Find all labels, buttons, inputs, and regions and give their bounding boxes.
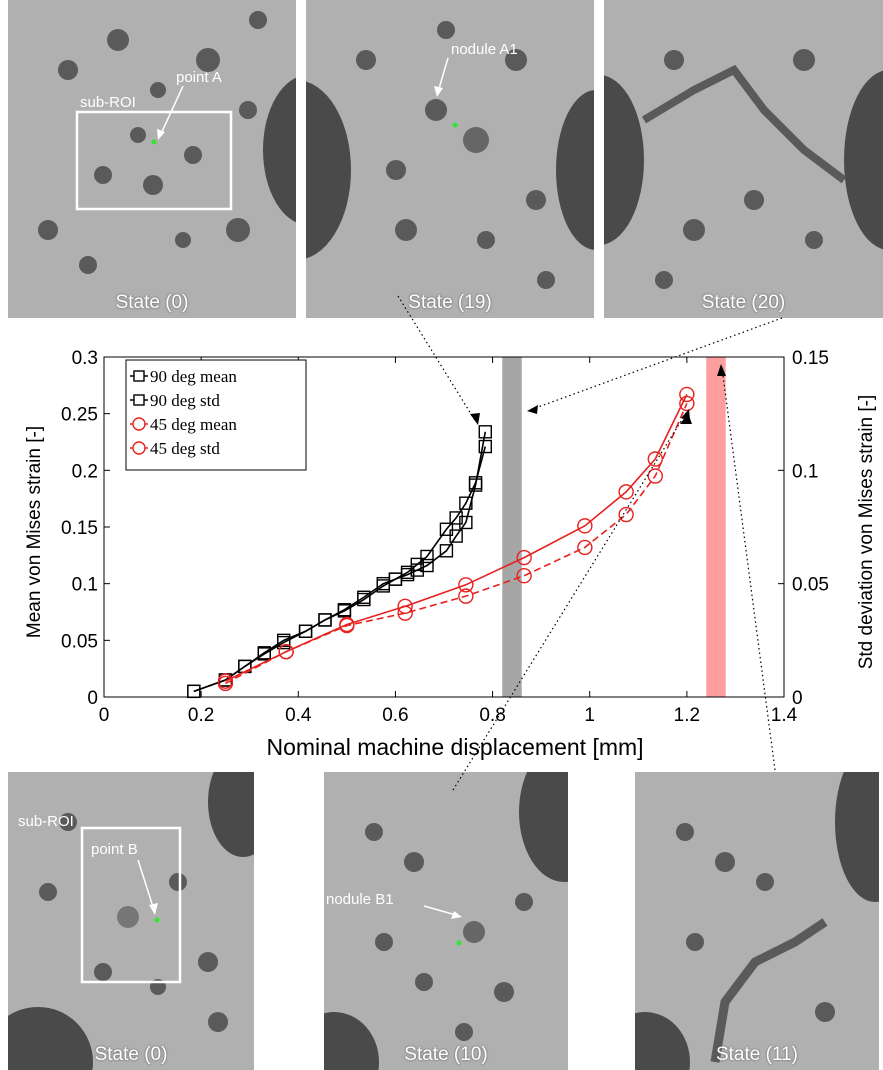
legend-box bbox=[125, 359, 307, 471]
x-tick-label: 1.4 bbox=[771, 705, 798, 726]
state-label: State (0) bbox=[115, 292, 189, 313]
bottom-panel-state-10: nodule B1 State (10) bbox=[324, 772, 568, 1070]
sub-roi-box bbox=[80, 826, 182, 984]
x-tick-label: 0.6 bbox=[382, 705, 408, 726]
x-axis-label: Nominal machine displacement [mm] bbox=[266, 734, 643, 760]
data-point bbox=[618, 506, 634, 523]
micrograph-image bbox=[635, 772, 879, 1070]
data-point bbox=[410, 563, 424, 577]
data-point bbox=[420, 549, 434, 564]
point-marker bbox=[456, 940, 462, 946]
state-label: State (0) bbox=[94, 1044, 168, 1065]
micrograph-image: nodule A1 bbox=[306, 0, 594, 318]
x-tick-label: 0 bbox=[99, 705, 110, 726]
x-tick-label: 1 bbox=[584, 705, 595, 726]
y-tick-label: 0.05 bbox=[61, 631, 98, 652]
y2-axis-label: Std deviation von Mises strain [-] bbox=[856, 395, 877, 670]
point-marker bbox=[452, 122, 458, 128]
state-label: State (19) bbox=[408, 292, 492, 313]
legend-label: 90 deg std bbox=[150, 391, 220, 410]
nodule-a1-label: nodule A1 bbox=[451, 41, 518, 58]
y-tick-label: 0.3 bbox=[72, 348, 98, 369]
state-label: State (11) bbox=[715, 1044, 799, 1065]
point-b-marker bbox=[154, 917, 160, 923]
y2-tick-label: 0 bbox=[792, 688, 803, 709]
data-point bbox=[397, 605, 413, 621]
data-point bbox=[357, 592, 371, 607]
sub-roi-label: sub-ROI bbox=[80, 94, 136, 111]
state-label: State (10) bbox=[404, 1044, 488, 1065]
state-band bbox=[502, 357, 522, 697]
x-tick-label: 0.8 bbox=[479, 705, 505, 726]
series-line bbox=[193, 446, 487, 693]
data-point bbox=[298, 624, 313, 638]
data-point bbox=[420, 558, 434, 573]
bottom-panel-state-11: State (11) bbox=[635, 772, 879, 1070]
y-tick-label: 0.25 bbox=[61, 405, 98, 426]
data-point bbox=[277, 635, 291, 650]
sub-roi-label: sub-ROI bbox=[18, 813, 74, 830]
bottom-panel-state-0: sub-ROI point B State (0) bbox=[8, 772, 254, 1070]
data-point bbox=[376, 579, 390, 593]
state-label: State (20) bbox=[701, 292, 786, 313]
legend-label: 90 deg mean bbox=[150, 367, 237, 386]
legend-label: 45 deg std bbox=[150, 439, 220, 458]
top-panel-state-0: point A sub-ROI State (0) bbox=[8, 0, 296, 318]
legend-marker bbox=[132, 441, 146, 455]
data-point bbox=[339, 617, 355, 634]
data-point bbox=[217, 675, 234, 692]
legend-label: 45 deg mean bbox=[150, 415, 237, 434]
strain-chart: 0 0.2 0.4 0.6 0.8 1 1.2 1.400.050.10.150.20.250… bbox=[24, 348, 877, 760]
data-point bbox=[439, 522, 454, 536]
point-a-label: point A bbox=[176, 69, 222, 86]
data-point bbox=[187, 684, 201, 699]
data-point bbox=[187, 684, 201, 699]
legend-marker bbox=[133, 370, 145, 382]
data-point bbox=[337, 604, 352, 618]
x-tick-label: 0.4 bbox=[285, 705, 312, 726]
point-a-marker bbox=[151, 139, 157, 145]
y-tick-label: 0.1 bbox=[72, 575, 98, 596]
data-point bbox=[318, 613, 332, 627]
sub-roi-box bbox=[75, 110, 233, 211]
data-point bbox=[257, 647, 271, 661]
micrograph-image bbox=[604, 0, 883, 318]
data-point bbox=[278, 643, 294, 660]
x-tick-label: 1.2 bbox=[674, 705, 700, 726]
top-panel-state-20: State (20) bbox=[604, 0, 883, 318]
data-point bbox=[439, 544, 454, 558]
x-tick-label: 0.2 bbox=[188, 705, 214, 726]
data-point bbox=[400, 567, 415, 582]
state-band bbox=[706, 357, 726, 697]
y-tick-label: 0 bbox=[87, 688, 98, 709]
nodule-b1-label: nodule B1 bbox=[326, 891, 394, 908]
y2-tick-label: 0.15 bbox=[792, 348, 829, 369]
legend-marker bbox=[133, 394, 145, 406]
micrograph-image: point A sub-ROI bbox=[8, 0, 296, 318]
y-axis-label: Mean von Mises strain [-] bbox=[24, 426, 45, 638]
y-tick-label: 0.15 bbox=[61, 518, 98, 539]
y2-tick-label: 0.1 bbox=[792, 461, 818, 482]
point-b-label: point B bbox=[91, 841, 138, 858]
series-line bbox=[193, 431, 487, 693]
data-point bbox=[397, 598, 413, 615]
micrograph-image: nodule B1 bbox=[324, 772, 568, 1070]
micrograph-image: sub-ROI point B bbox=[8, 772, 254, 1070]
top-panel-state-19: nodule A1 State (19) bbox=[306, 0, 594, 318]
legend-marker bbox=[132, 417, 146, 431]
y2-tick-label: 0.05 bbox=[792, 575, 829, 596]
y-tick-label: 0.2 bbox=[72, 461, 98, 482]
legend: 90 deg mean 90 deg std 45 deg mean 45 deg s… bbox=[125, 359, 307, 471]
